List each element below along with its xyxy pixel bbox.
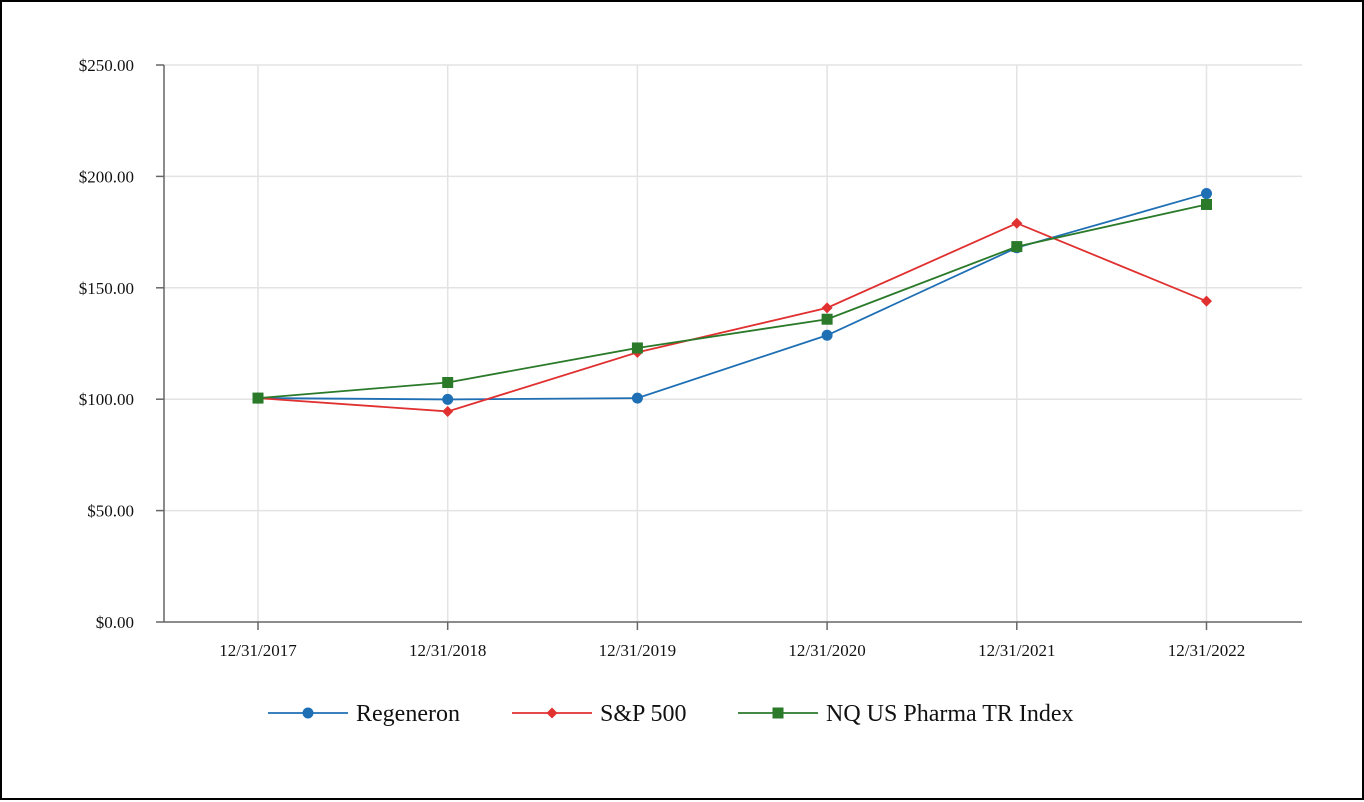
series [252, 188, 1212, 417]
y-tick-label: $250.00 [79, 56, 134, 75]
data-point-s-p-500 [442, 405, 454, 417]
legend: Regeneron S&P 500 NQ US Pharma TR Index [268, 701, 1074, 727]
x-tick-label: 12/31/2021 [978, 641, 1055, 660]
series-line-regeneron [257, 192, 1207, 401]
legend-label: Regeneron [356, 701, 460, 727]
data-point-s-p-500 [821, 302, 833, 314]
legend-marker [772, 707, 784, 719]
y-axis-ticks: $0.00 $50.00 $100.00 $150.00 $200.00 $250.00 [79, 56, 134, 632]
data-point-s-p-500 [1201, 295, 1212, 307]
y-tick-label: $150.00 [79, 279, 134, 298]
legend-label: S&P 500 [600, 701, 686, 727]
y-tick-label: $200.00 [79, 167, 134, 186]
y-tick-label: $50.00 [87, 502, 134, 521]
axes [156, 64, 1302, 630]
grid [164, 64, 1302, 622]
data-point-regeneron [821, 329, 833, 341]
data-point-regeneron [442, 393, 454, 405]
data-point-nq-us-pharma-tr-index [442, 376, 454, 388]
legend-marker [546, 707, 558, 719]
data-point-nq-us-pharma-tr-index [252, 392, 264, 404]
data-point-s-p-500 [1011, 217, 1023, 229]
series-line-nq-us-pharma-tr-index [257, 203, 1207, 399]
data-point-nq-us-pharma-tr-index [821, 313, 833, 325]
series-regeneron [252, 188, 1212, 405]
legend-label: NQ US Pharma TR Index [826, 701, 1074, 727]
series-line-s-p-500 [257, 222, 1207, 413]
series-nq-us-pharma-tr-index [252, 198, 1212, 404]
x-tick-label: 12/31/2022 [1168, 641, 1245, 660]
legend-item-s-p-500: S&P 500 [512, 701, 686, 727]
x-axis-ticks: 12/31/2017 12/31/2018 12/31/2019 12/31/2020… [219, 641, 1245, 660]
data-point-regeneron [1201, 188, 1212, 200]
legend-marker [302, 707, 314, 719]
data-point-nq-us-pharma-tr-index [631, 342, 643, 354]
data-point-regeneron [631, 392, 643, 404]
x-tick-label: 12/31/2017 [219, 641, 297, 660]
y-tick-label: $0.00 [96, 613, 134, 632]
data-point-nq-us-pharma-tr-index [1201, 198, 1212, 210]
x-tick-label: 12/31/2018 [409, 641, 486, 660]
legend-item-nq-us-pharma-tr-index: NQ US Pharma TR Index [738, 701, 1074, 727]
legend-item-regeneron: Regeneron [268, 701, 460, 727]
y-tick-label: $100.00 [79, 390, 134, 409]
x-tick-label: 12/31/2020 [788, 641, 865, 660]
data-point-nq-us-pharma-tr-index [1011, 241, 1023, 253]
x-tick-label: 12/31/2019 [599, 641, 676, 660]
